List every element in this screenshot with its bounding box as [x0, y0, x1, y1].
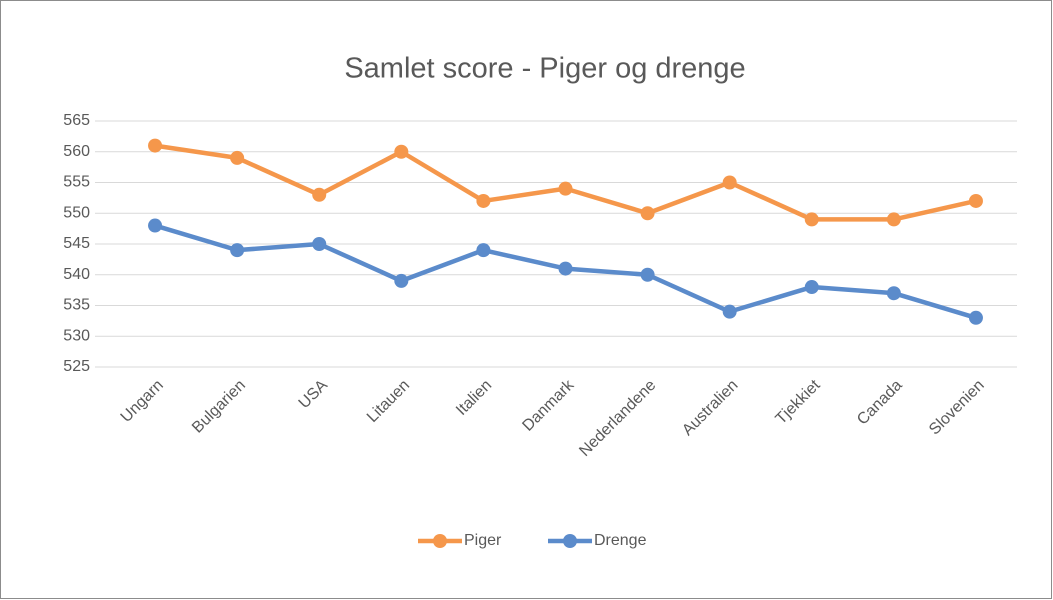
- y-tick-label: 540: [63, 266, 90, 283]
- data-point: [394, 144, 409, 159]
- data-point: [312, 237, 327, 251]
- data-point: [804, 280, 819, 295]
- data-point: [558, 261, 573, 276]
- data-point: [886, 286, 901, 301]
- data-point: [886, 212, 901, 227]
- data-point: [476, 243, 491, 258]
- legend-marker: [563, 534, 577, 548]
- data-point: [722, 175, 737, 190]
- data-point: [640, 267, 655, 282]
- y-tick-label: 535: [63, 297, 90, 314]
- data-point: [230, 150, 245, 165]
- y-tick-label: 525: [63, 358, 90, 375]
- y-tick-label: 555: [63, 174, 90, 191]
- data-point: [394, 273, 409, 288]
- y-tick-label: 550: [63, 204, 90, 221]
- data-point: [312, 187, 327, 202]
- data-point: [476, 193, 491, 208]
- legend-label: Drenge: [594, 532, 647, 549]
- y-tick-label: 530: [63, 327, 90, 344]
- data-point: [968, 310, 983, 325]
- data-point: [640, 206, 655, 221]
- y-tick-label: 560: [63, 143, 90, 160]
- data-point: [968, 193, 983, 208]
- data-point: [558, 181, 573, 196]
- chart-title: Samlet score - Piger og drenge: [344, 53, 745, 85]
- legend-marker: [433, 534, 447, 548]
- legend-label: Piger: [464, 532, 502, 549]
- data-point: [148, 218, 163, 233]
- data-point: [230, 243, 245, 258]
- y-tick-label: 545: [63, 235, 90, 252]
- y-tick-label: 565: [63, 112, 90, 129]
- data-point: [722, 304, 737, 319]
- data-point: [148, 138, 163, 153]
- data-point: [804, 212, 819, 227]
